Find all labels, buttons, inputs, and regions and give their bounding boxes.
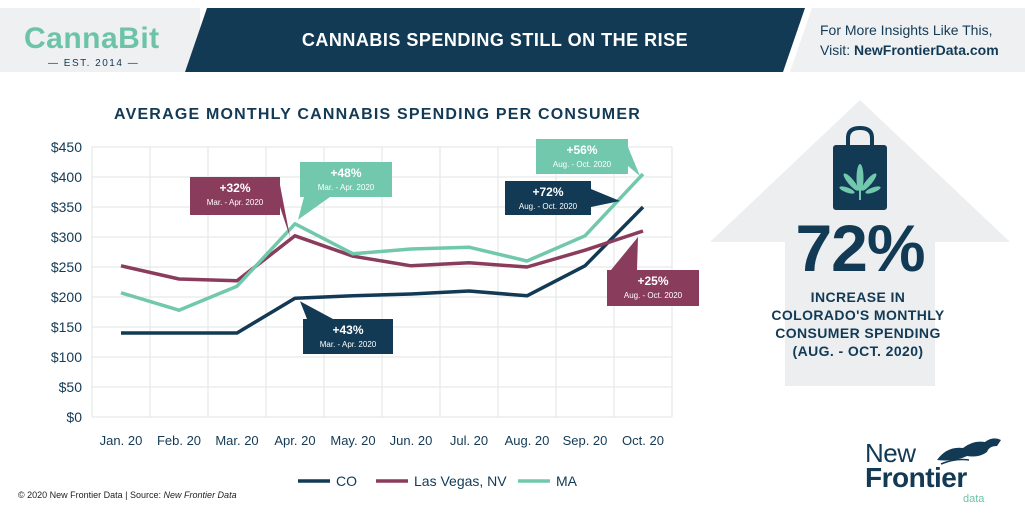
callout-period: Mar. - Apr. 2020 bbox=[320, 340, 377, 349]
x-tick-label: Feb. 20 bbox=[157, 433, 201, 448]
y-tick-label: $450 bbox=[51, 139, 82, 155]
y-tick-label: $300 bbox=[51, 229, 82, 245]
legend-label: Las Vegas, NV bbox=[414, 473, 507, 489]
chart-title: AVERAGE MONTHLY CANNABIS SPENDING PER CO… bbox=[114, 106, 641, 123]
x-tick-label: Apr. 20 bbox=[274, 433, 315, 448]
callout-box bbox=[300, 162, 392, 197]
callout-pointer bbox=[611, 237, 638, 270]
stat-line-1: INCREASE IN bbox=[810, 289, 906, 305]
copyright-text: © 2020 New Frontier Data | Source: bbox=[18, 490, 164, 500]
callout-value: +72% bbox=[532, 185, 563, 199]
y-tick-label: $150 bbox=[51, 319, 82, 335]
source-text: New Frontier Data bbox=[163, 490, 237, 500]
callout-value: +32% bbox=[219, 181, 250, 195]
callout-pointer bbox=[591, 189, 620, 207]
cannabis-leaf-icon bbox=[839, 164, 881, 200]
callout-pointer bbox=[300, 301, 333, 319]
horse-rider-icon bbox=[937, 438, 1001, 465]
x-tick-label: May. 20 bbox=[330, 433, 375, 448]
arrow-panel bbox=[710, 100, 1010, 386]
new-frontier-logo[interactable]: New Frontier data bbox=[865, 438, 1015, 508]
callout-box bbox=[303, 319, 393, 354]
callout-box bbox=[536, 139, 628, 174]
series-line-co bbox=[121, 205, 645, 335]
stat-line-2: COLORADO'S MONTHLY bbox=[771, 307, 945, 323]
y-tick-label: $400 bbox=[51, 169, 82, 185]
logo-est: — EST. 2014 — bbox=[48, 58, 140, 69]
callout-value: +43% bbox=[332, 323, 363, 337]
callout-value: +56% bbox=[566, 143, 597, 157]
cannabit-logo[interactable]: CannaBit — EST. 2014 — bbox=[0, 8, 200, 72]
x-tick-label: Sep. 20 bbox=[563, 433, 608, 448]
y-tick-label: $50 bbox=[59, 379, 83, 395]
stat-value: 72% bbox=[795, 211, 925, 285]
legend-label: CO bbox=[336, 473, 357, 489]
logo-new: New bbox=[865, 438, 916, 468]
line-chart: $0 $50 $100 $150 $200 $250 $300 $350 $400 $450 Jan… bbox=[51, 139, 699, 489]
x-tick-label: Jul. 20 bbox=[450, 433, 488, 448]
series-line-las-vegas bbox=[120, 229, 644, 283]
logo-frontier: Frontier bbox=[865, 462, 967, 493]
insights-line1: For More Insights Like This, bbox=[820, 22, 993, 38]
x-tick-label: Oct. 20 bbox=[622, 433, 664, 448]
callout-period: Aug. - Oct. 2020 bbox=[519, 202, 578, 211]
logo-data: data bbox=[963, 493, 985, 505]
y-tick-label: $0 bbox=[66, 409, 82, 425]
x-tick-label: Jun. 20 bbox=[390, 433, 433, 448]
y-tick-label: $250 bbox=[51, 259, 82, 275]
legend-label: MA bbox=[556, 473, 578, 489]
callout-period: Mar. - Apr. 2020 bbox=[207, 198, 264, 207]
y-tick-label: $350 bbox=[51, 199, 82, 215]
insights-line2: Visit: NewFrontierData.com bbox=[820, 42, 999, 58]
x-tick-label: Jan. 20 bbox=[100, 433, 143, 448]
callout-pointer bbox=[280, 185, 290, 237]
y-tick-label: $100 bbox=[51, 349, 82, 365]
website-link[interactable]: NewFrontierData.com bbox=[853, 42, 999, 58]
series-line-ma bbox=[120, 172, 645, 312]
callout-box bbox=[190, 177, 280, 215]
footer-credit: © 2020 New Frontier Data | Source: New F… bbox=[18, 490, 237, 500]
up-arrow-shape bbox=[710, 100, 1010, 386]
y-tick-label: $200 bbox=[51, 289, 82, 305]
callout-period: Mar. - Apr. 2020 bbox=[318, 183, 375, 192]
page-title: CANNABIS SPENDING STILL ON THE RISE bbox=[301, 30, 689, 50]
callout-value: +48% bbox=[330, 166, 361, 180]
callout-period: Aug. - Oct. 2020 bbox=[624, 291, 683, 300]
callout-pointer bbox=[628, 147, 640, 176]
x-tick-label: Aug. 20 bbox=[505, 433, 550, 448]
callout-pointer bbox=[298, 197, 330, 220]
shopping-bag-icon bbox=[833, 125, 887, 210]
callout-value: +25% bbox=[637, 274, 668, 288]
x-tick-label: Mar. 20 bbox=[215, 433, 258, 448]
logo-text: CannaBit bbox=[24, 22, 160, 55]
stat-line-3: CONSUMER SPENDING bbox=[775, 325, 941, 341]
header: CannaBit — EST. 2014 — CANNABIS SPENDING… bbox=[0, 0, 1025, 76]
title-banner: CANNABIS SPENDING STILL ON THE RISE bbox=[185, 8, 805, 72]
stat-description: INCREASE IN COLORADO'S MONTHLY CONSUMER … bbox=[746, 288, 970, 360]
stat-line-4: (AUG. - OCT. 2020) bbox=[792, 343, 924, 359]
callout-period: Aug. - Oct. 2020 bbox=[553, 160, 612, 169]
callout-box bbox=[505, 181, 591, 215]
insights-prefix: Visit: bbox=[820, 42, 854, 58]
callout-box bbox=[607, 270, 699, 306]
insights-box: For More Insights Like This, Visit: NewF… bbox=[790, 8, 1025, 72]
